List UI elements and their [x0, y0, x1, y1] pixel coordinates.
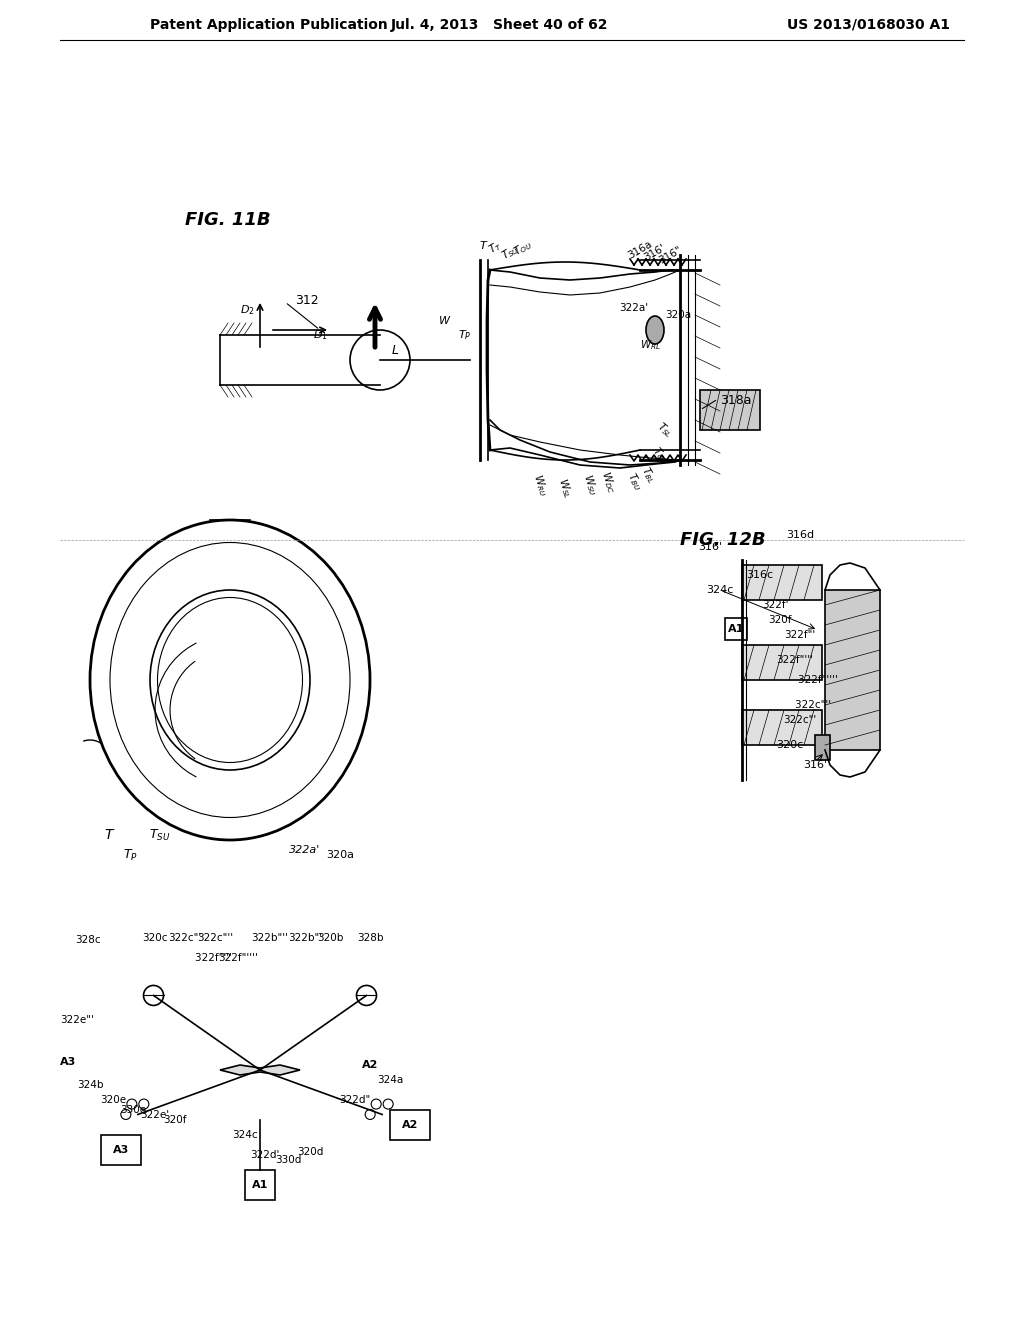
Text: $T_{T}$: $T_{T}$	[485, 239, 504, 257]
Text: 322f"': 322f"'	[784, 630, 816, 640]
Text: 322d": 322d"	[339, 1096, 371, 1105]
Text: A2: A2	[402, 1119, 419, 1130]
Text: 316": 316"	[656, 244, 683, 265]
Text: $W_{RL}$: $W_{RL}$	[640, 338, 660, 352]
Text: A1: A1	[252, 1180, 268, 1191]
Text: 330e: 330e	[120, 1105, 146, 1115]
Text: 330d: 330d	[274, 1155, 301, 1166]
Text: 328b: 328b	[356, 933, 383, 942]
Text: 316d: 316d	[786, 531, 814, 540]
Text: A2: A2	[361, 1060, 378, 1071]
Text: $T$: $T$	[479, 239, 488, 251]
Text: 322f"''': 322f"'''	[195, 953, 236, 964]
Text: 320e: 320e	[100, 1096, 126, 1105]
Text: 324c: 324c	[707, 585, 733, 595]
Text: 320c: 320c	[776, 741, 804, 750]
Text: $T_{BL}$: $T_{BL}$	[638, 465, 658, 486]
Text: 316': 316'	[698, 543, 722, 552]
Bar	[742, 710, 822, 744]
Text: 328c: 328c	[75, 935, 100, 945]
Text: $W_{RU}$: $W_{RU}$	[529, 473, 550, 498]
Text: 322c"': 322c"'	[783, 715, 816, 725]
Bar	[742, 645, 822, 680]
Text: $W$: $W$	[438, 314, 452, 326]
Text: $L$: $L$	[391, 343, 399, 356]
Text: 322f"'''': 322f"''''	[799, 675, 842, 685]
Text: $D_2$: $D_2$	[241, 304, 255, 317]
Text: 320a: 320a	[665, 310, 691, 319]
Bar	[390, 1110, 430, 1139]
Text: $W_{DC}$: $W_{DC}$	[598, 469, 618, 495]
Bar	[825, 590, 880, 750]
Text: 322b"': 322b"'	[288, 933, 323, 942]
Bar	[700, 389, 760, 430]
Text: 324c: 324c	[232, 1130, 258, 1140]
Text: 320f: 320f	[768, 615, 792, 624]
Text: 324b: 324b	[77, 1080, 103, 1090]
Text: 320d: 320d	[297, 1147, 324, 1158]
Text: 312: 312	[295, 293, 318, 306]
Text: 320a: 320a	[326, 850, 354, 861]
Text: $T_{BU}$: $T_{BU}$	[625, 470, 645, 494]
Text: 318a: 318a	[720, 393, 752, 407]
Text: Patent Application Publication: Patent Application Publication	[150, 18, 388, 32]
Text: 316c: 316c	[746, 570, 773, 579]
Text: $W_{SL}$: $W_{SL}$	[555, 477, 575, 500]
Text: 320b: 320b	[316, 933, 343, 942]
Text: 322f': 322f'	[762, 601, 788, 610]
Text: A1: A1	[728, 624, 744, 634]
Text: $T_{SU}$: $T_{SU}$	[499, 242, 521, 263]
Text: 316': 316'	[643, 243, 668, 263]
Text: 322a': 322a'	[290, 845, 321, 855]
Bar	[245, 1170, 275, 1200]
Bar	[815, 735, 830, 760]
Text: A3: A3	[59, 1057, 76, 1067]
Bar	[101, 1135, 141, 1166]
Text: 322e"': 322e"'	[60, 1015, 94, 1026]
Text: Jul. 4, 2013   Sheet 40 of 62: Jul. 4, 2013 Sheet 40 of 62	[391, 18, 608, 32]
Text: 322e': 322e'	[140, 1110, 170, 1119]
Text: 322f"'''': 322f"''''	[218, 953, 258, 964]
Text: $T$: $T$	[104, 828, 116, 842]
Text: 322c"': 322c"'	[168, 933, 202, 942]
Bar	[742, 565, 822, 601]
Text: 322d': 322d'	[250, 1150, 280, 1160]
Text: A3: A3	[114, 1144, 130, 1155]
Text: $T_P$: $T_P$	[123, 847, 137, 862]
Text: $W_{SU}$: $W_{SU}$	[580, 473, 600, 498]
Text: 316a: 316a	[626, 239, 654, 261]
Text: 322b"'': 322b"''	[252, 933, 289, 942]
Text: $T_{OU}$: $T_{OU}$	[511, 238, 535, 259]
Polygon shape	[220, 1065, 300, 1074]
Text: 320f: 320f	[163, 1115, 186, 1125]
Text: $T_P$: $T_P$	[459, 329, 472, 342]
FancyBboxPatch shape	[725, 618, 748, 640]
Text: FIG. 11B: FIG. 11B	[185, 211, 270, 228]
Ellipse shape	[646, 315, 664, 345]
Text: FIG. 12B: FIG. 12B	[680, 531, 766, 549]
Text: $T_{OL}$: $T_{OL}$	[649, 444, 671, 466]
Text: US 2013/0168030 A1: US 2013/0168030 A1	[787, 18, 950, 32]
Text: $T_{SU}$: $T_{SU}$	[150, 828, 171, 842]
Text: 316': 316'	[803, 760, 827, 770]
Text: 322c"'': 322c"''	[197, 933, 233, 942]
Text: 322a': 322a'	[618, 304, 648, 313]
Text: 322c"'': 322c"''	[796, 700, 835, 710]
Text: 322f"''': 322f"'''	[776, 655, 813, 665]
Text: $D_1$: $D_1$	[312, 329, 328, 342]
Text: 320c: 320c	[142, 933, 168, 942]
Text: 324a: 324a	[377, 1074, 403, 1085]
Text: $T_{SL}$: $T_{SL}$	[654, 420, 676, 441]
